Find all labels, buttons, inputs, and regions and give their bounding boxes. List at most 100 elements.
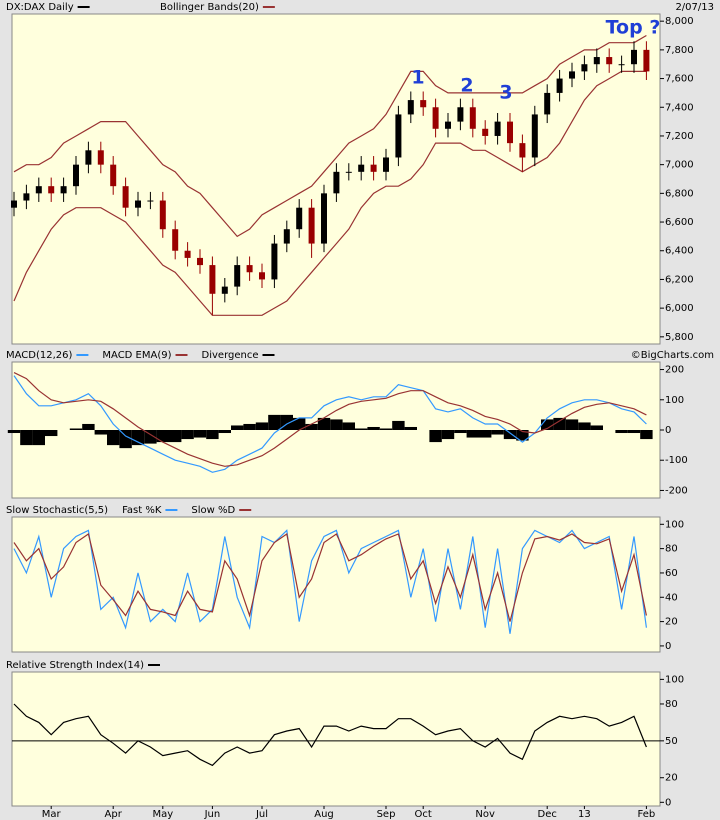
bollinger-lower — [13, 70, 647, 316]
candle-body — [23, 193, 30, 201]
x-tick-label: Apr — [105, 809, 123, 820]
divergence-bar — [131, 430, 145, 446]
divergence-bar — [305, 423, 318, 430]
y-tick-label: -100 — [665, 455, 688, 466]
candle-body — [333, 171, 340, 194]
candle-body — [209, 265, 216, 294]
x-tick-label: 13 — [578, 809, 591, 820]
divergence-bar — [218, 430, 231, 434]
divergence-bar — [479, 430, 492, 438]
candle-body — [581, 64, 588, 72]
x-tick-label: Dec — [538, 809, 557, 820]
candle-body — [556, 78, 563, 93]
legend-label: Bollinger Bands(20) — [160, 2, 259, 13]
series-line — [13, 372, 647, 467]
candle-body — [73, 164, 79, 187]
y-tick-label: 40 — [665, 592, 678, 603]
divergence-bar — [293, 417, 306, 430]
series-line — [13, 529, 647, 634]
y-tick-label: 7,600 — [665, 74, 694, 85]
divergence-bar — [94, 430, 107, 435]
y-tick-label: -200 — [665, 485, 688, 496]
y-tick-label: 0 — [665, 425, 671, 436]
candle-body — [259, 272, 265, 280]
candle-body — [469, 107, 476, 129]
y-tick-label: 80 — [665, 544, 678, 555]
x-tick-label: Jun — [204, 809, 221, 820]
divergence-bar — [541, 419, 554, 430]
y-tick-label: 7,800 — [665, 45, 694, 56]
candle-body — [234, 265, 241, 287]
divergence-bar — [32, 430, 45, 446]
y-tick-label: 20 — [665, 617, 678, 628]
divergence-bar — [565, 419, 579, 430]
divergence-bar — [45, 430, 58, 437]
series-line — [13, 375, 647, 473]
divergence-bar — [231, 425, 244, 430]
legend-label: Divergence — [202, 350, 259, 361]
x-tick-label: Aug — [314, 809, 334, 820]
candle-body — [569, 71, 575, 79]
x-tick-label: Feb — [638, 809, 656, 820]
legend-label: MACD(12,26) — [6, 350, 73, 361]
divergence-bar — [317, 417, 331, 430]
candle-body — [97, 150, 104, 165]
candle-body — [445, 121, 451, 129]
divergence-bar — [355, 428, 368, 430]
series-line — [13, 532, 647, 622]
plot-area — [11, 671, 661, 807]
date-label: 2/07/13 — [675, 2, 714, 13]
candle-body — [643, 49, 650, 72]
divergence-bar — [367, 426, 380, 430]
annotation: 1 — [411, 67, 424, 89]
credit: ©BigCharts.com — [631, 350, 714, 361]
divergence-bar — [627, 430, 641, 434]
divergence-bar — [169, 430, 182, 443]
candle-body — [544, 92, 551, 115]
candle-body — [135, 200, 141, 208]
candle-body — [172, 229, 179, 251]
y-tick-label: 7,000 — [665, 160, 694, 171]
divergence-bar — [69, 428, 83, 430]
legend-label: Fast %K — [122, 505, 162, 516]
candle-body — [122, 186, 129, 208]
candle-body — [283, 229, 290, 244]
divergence-bar — [82, 423, 95, 430]
candle-body — [631, 49, 637, 65]
y-tick-label: 7,200 — [665, 131, 694, 142]
divergence-bar — [119, 430, 132, 449]
candle-body — [345, 171, 352, 173]
annotation: Top ? — [606, 17, 661, 39]
legend-label: DX:DAX Daily — [6, 2, 74, 13]
candle-body — [358, 164, 365, 172]
candle-body — [184, 250, 191, 258]
divergence-bar — [255, 422, 269, 430]
divergence-bar — [454, 430, 467, 434]
candle-body — [85, 150, 92, 165]
divergence-bar — [379, 428, 393, 430]
candle-body — [296, 207, 303, 230]
y-tick-label: 200 — [665, 365, 684, 376]
candle-body — [606, 57, 613, 65]
divergence-bar — [578, 422, 591, 430]
divergence-bar — [491, 430, 504, 435]
legend-label: MACD EMA(9) — [102, 350, 171, 361]
divergence-bar — [640, 430, 653, 440]
x-tick-label: Mar — [42, 809, 62, 820]
y-tick-label: 6,200 — [665, 274, 694, 285]
divergence-bar — [441, 430, 455, 440]
bollinger-upper — [13, 34, 647, 238]
divergence-bar — [268, 414, 281, 430]
x-tick-label: Jul — [255, 809, 268, 820]
y-tick-label: 0 — [665, 797, 671, 808]
legend-label: Slow %D — [191, 505, 235, 516]
y-tick-label: 50 — [665, 736, 678, 747]
y-tick-label: 100 — [665, 519, 684, 530]
candle-body — [308, 207, 315, 244]
candle-body — [35, 186, 42, 194]
divergence-bar — [516, 430, 529, 441]
divergence-bar — [404, 426, 417, 430]
divergence-bar — [181, 430, 194, 440]
x-tick-label: Oct — [415, 809, 432, 820]
candle-body — [60, 186, 67, 194]
